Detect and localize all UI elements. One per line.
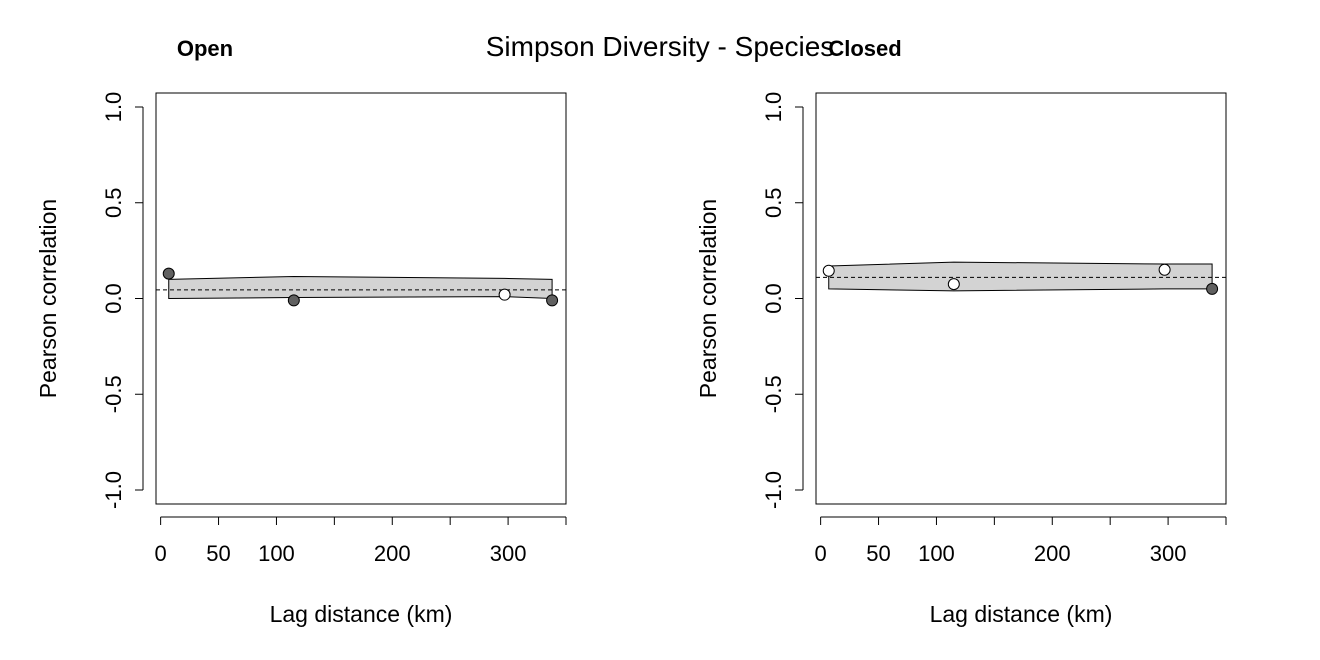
y-tick-label: 0.5 — [101, 187, 126, 218]
y-axis: -1.0 -0.5 0.0 0.5 1.0 — [101, 92, 144, 509]
panel-open: 0 50 100 200 300 -1.0 -0.5 0.0 0.5 1.0 Open Lag dis… — [35, 36, 567, 627]
plot-frame — [815, 92, 1227, 505]
y-tick-label: 0.0 — [101, 283, 126, 314]
data-point — [287, 294, 300, 307]
x-tick-label: 200 — [374, 541, 411, 566]
x-tick-label: 100 — [258, 541, 295, 566]
data-point — [546, 294, 559, 307]
x-tick-label: 50 — [866, 541, 890, 566]
y-tick-label: 0.0 — [761, 283, 786, 314]
data-point — [162, 267, 175, 280]
y-axis: -1.0 -0.5 0.0 0.5 1.0 — [761, 92, 804, 509]
data-point — [1206, 282, 1219, 295]
panel-title: Open — [177, 36, 233, 61]
x-tick-label: 50 — [206, 541, 230, 566]
y-axis-label: Pearson correlation — [695, 199, 721, 398]
x-tick-label: 200 — [1034, 541, 1071, 566]
y-tick-label: 1.0 — [761, 92, 786, 123]
x-axis-label: Lag distance (km) — [270, 601, 453, 627]
x-tick-label: 300 — [490, 541, 527, 566]
x-axis: 0 50 100 200 300 — [815, 516, 1227, 566]
x-tick-label: 0 — [155, 541, 167, 566]
y-tick-label: 0.5 — [761, 187, 786, 218]
confidence-envelope — [828, 261, 1213, 292]
y-axis-label: Pearson correlation — [35, 199, 61, 398]
y-tick-label: -1.0 — [761, 471, 786, 509]
y-tick-label: -0.5 — [761, 375, 786, 413]
data-point — [822, 264, 835, 277]
data-point — [1158, 263, 1171, 276]
x-tick-label: 0 — [815, 541, 827, 566]
panel-title: Closed — [828, 36, 901, 61]
y-tick-label: -0.5 — [101, 375, 126, 413]
plot-frame — [155, 92, 567, 505]
x-tick-label: 300 — [1150, 541, 1187, 566]
data-point — [947, 278, 960, 291]
confidence-envelope — [168, 275, 553, 300]
x-axis: 0 50 100 200 300 — [155, 516, 567, 566]
x-axis-label: Lag distance (km) — [930, 601, 1113, 627]
chart-title: Simpson Diversity - Species — [486, 31, 835, 62]
x-tick-label: 100 — [918, 541, 955, 566]
y-tick-label: 1.0 — [101, 92, 126, 123]
y-tick-label: -1.0 — [101, 471, 126, 509]
panel-closed: 0 50 100 200 300 -1.0 -0.5 0.0 0.5 1.0 Closed Lag d… — [695, 36, 1227, 627]
data-point — [498, 288, 511, 301]
